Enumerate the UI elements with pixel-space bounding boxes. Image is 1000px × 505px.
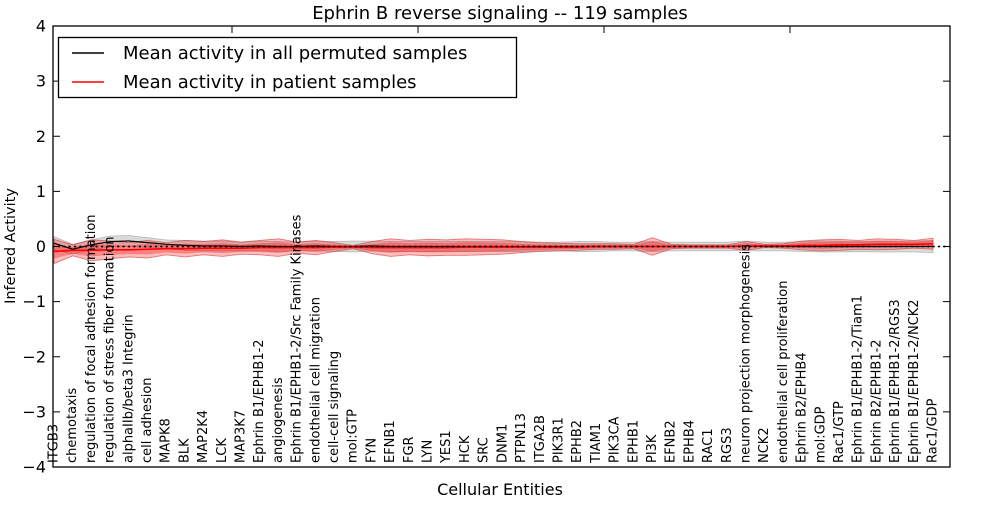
x-category-label: FGR [402,436,417,463]
x-category-labels: ITGB3 chemotaxis regulation of focal adhes… [47,214,941,464]
x-category-label: PTPN13 [514,413,529,463]
x-category-label: TIAM1 [589,423,604,464]
y-tick-label: 0 [36,237,46,256]
x-category-label: PIK3CA [608,416,623,463]
x-category-label: MAPK8 [159,418,174,463]
y-tick-labels: 4 3 2 1 0 −1 −2 −3 −4 [22,17,46,477]
x-category-label: EFNB1 [383,420,398,463]
x-category-label: Rac1/GDP [926,398,941,463]
x-category-label: regulation of focal adhesion formation [84,214,99,463]
x-category-label: endothelial cell proliferation [776,281,791,464]
x-category-label: BLK [177,438,192,463]
axis-ticks [53,25,950,468]
x-category-label: HCK [458,435,473,463]
y-tick-label: 1 [36,182,46,201]
x-category-label: SRC [477,437,492,463]
x-category-label: angiogenesis [271,377,286,463]
x-category-label: Ephrin B1/EPHB1-2/Src Family Kinases [290,214,305,463]
legend-patient-label: Mean activity in patient samples [123,72,417,93]
x-category-label: MAP2K4 [196,410,211,463]
x-category-label: MAP3K7 [234,410,249,463]
x-axis-title: Cellular Entities [437,480,563,499]
legend-permuted-label: Mean activity in all permuted samples [123,43,467,64]
x-category-label: cell adhesion [140,377,155,463]
legend-frame [57,36,518,99]
y-tick-label: −3 [22,402,46,421]
x-category-label: PIK3R1 [551,417,566,463]
x-category-label: Ephrin B1/EPHB1-2/RGS3 [888,299,903,463]
x-category-label: alphaIIb/beta3 Integrin [121,314,136,463]
x-category-label: mol:GTP [346,409,361,463]
x-category-label: EPHB2 [570,420,585,463]
y-tick-label: −2 [22,347,46,366]
y-axis-title: Inferred Activity [3,188,19,304]
x-category-label: Ephrin B1/EPHB1-2/Tiam1 [851,295,866,463]
x-category-label: RGS3 [720,427,735,463]
y-tick-label: −1 [22,292,46,311]
x-category-label: regulation of stress fiber formation [103,236,118,463]
y-tick-label: 3 [36,72,46,91]
x-category-label: Ephrin B1/EPHB1-2/NCK2 [907,299,922,463]
legend: Mean activity in all permuted samples Me… [57,36,518,99]
x-category-label: ITGA2B [533,415,548,463]
x-category-label: Ephrin B2/EPHB1-2 [869,339,884,463]
y-tick-label: −4 [22,458,46,477]
x-category-label: EPHB4 [682,420,697,463]
x-category-label: chemotaxis [65,388,80,463]
x-category-label: cell-cell signaling [327,351,342,463]
y-tick-label: 2 [36,127,46,146]
confidence-bands [53,235,934,265]
x-category-label: mol:GDP [813,406,828,463]
patient-std-band-outer [53,237,934,265]
x-category-label: Rac1/GTP [832,401,847,463]
x-category-label: Ephrin B2/EPHB4 [795,352,810,463]
x-category-label: DNM1 [495,424,510,463]
x-category-label: LYN [421,440,436,463]
x-category-label: YES1 [439,430,454,464]
x-category-label: Ephrin B1/EPHB1-2 [252,339,267,463]
x-category-label: neuron projection morphogenesis [738,244,753,463]
patient-mean-line [53,242,934,253]
mean-activity-lines [53,240,950,253]
x-category-label: EPHB1 [626,420,641,463]
chart-title: Ephrin B reverse signaling -- 119 sample… [312,3,688,24]
x-category-label: PI3K [645,434,660,463]
x-category-label: ITGB3 [47,424,62,463]
x-category-label: FYN [364,438,379,463]
x-category-label: endothelial cell migration [308,297,323,463]
plot-border [52,25,951,468]
x-category-label: LCK [215,438,230,463]
x-category-label: RAC1 [701,428,716,463]
x-category-label: EFNB2 [664,420,679,463]
x-category-label: NCK2 [757,427,772,463]
y-tick-label: 4 [36,17,46,36]
